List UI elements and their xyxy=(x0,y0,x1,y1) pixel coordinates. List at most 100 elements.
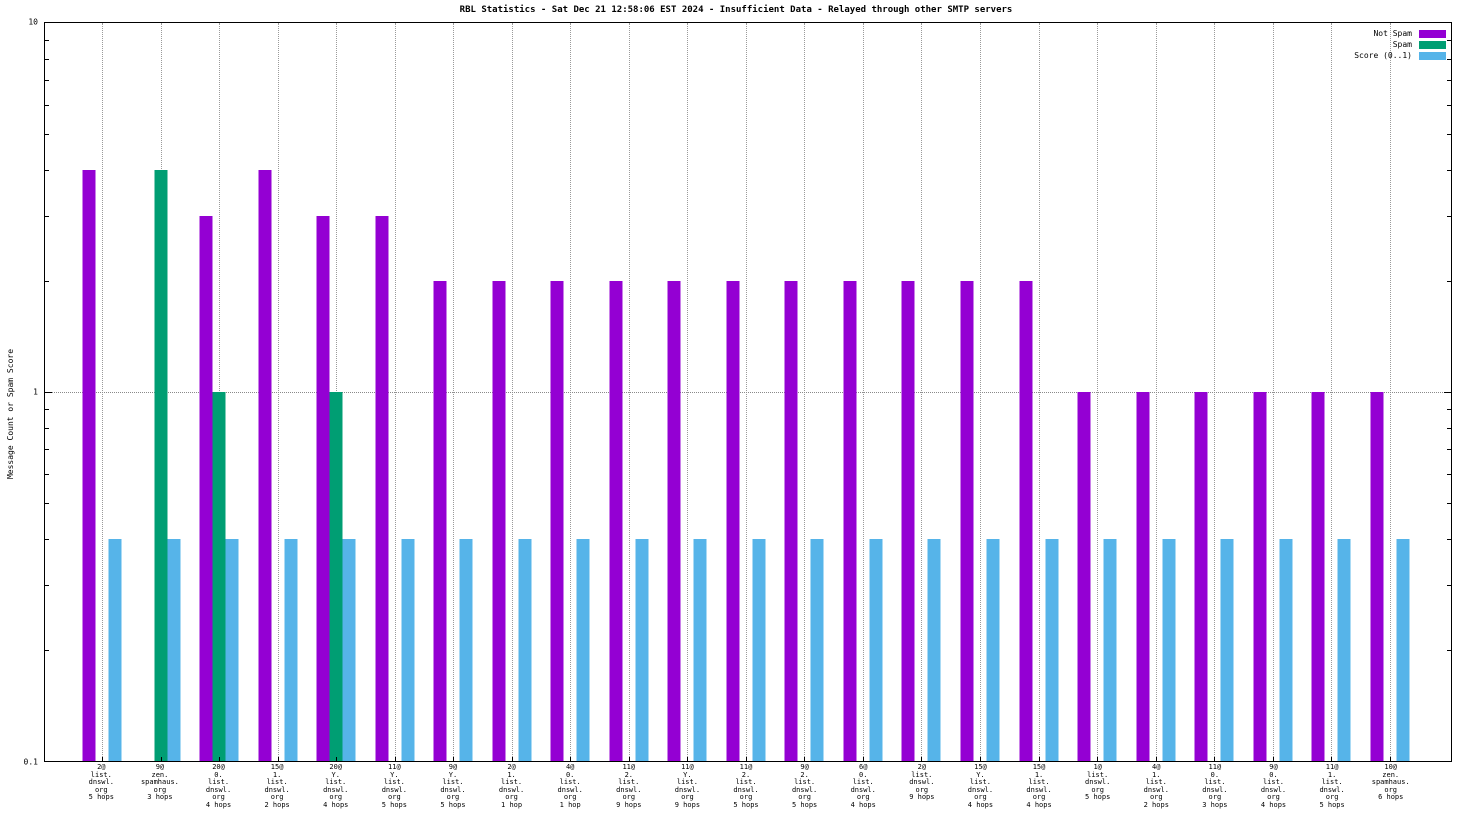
y-minor-tick xyxy=(1447,169,1451,171)
bar-slot xyxy=(1149,23,1162,761)
bar-cluster xyxy=(1019,23,1058,761)
bar-slot xyxy=(1103,23,1117,761)
y-minor-tick xyxy=(45,449,49,451)
category-group xyxy=(73,23,132,761)
bar-slot xyxy=(1032,23,1045,761)
bar-score-0-1 xyxy=(459,538,473,761)
bar-slot xyxy=(843,23,857,761)
bar-not-spam xyxy=(375,215,389,761)
bar-cluster xyxy=(784,23,824,761)
x-tick-mark xyxy=(687,757,689,761)
category-group xyxy=(658,23,717,761)
x-tick-mark xyxy=(745,757,747,761)
bar-slot xyxy=(1194,23,1208,761)
bar-cluster xyxy=(1194,23,1234,761)
y-minor-tick xyxy=(1447,104,1451,106)
bar-slot xyxy=(667,23,681,761)
x-tick-mark xyxy=(1214,757,1216,761)
bar-slot xyxy=(681,23,694,761)
x-tick-label: 20@ 0. list. dnswl. org 4 hops xyxy=(205,763,232,809)
bar-slot xyxy=(1019,23,1032,761)
bar-slot xyxy=(199,23,213,761)
bar-cluster xyxy=(550,23,590,761)
bar-cluster xyxy=(82,23,122,761)
bar-cluster xyxy=(199,23,239,761)
bar-cluster xyxy=(901,23,941,761)
bar-spam xyxy=(212,392,226,761)
bar-score-0-1 xyxy=(1337,538,1351,761)
y-minor-tick xyxy=(1447,503,1451,505)
bar-cluster xyxy=(1253,23,1293,761)
bar-slot xyxy=(342,23,356,761)
bar-slot xyxy=(1396,23,1410,761)
bar-score-0-1 xyxy=(986,538,1000,761)
legend-row: Not Spam xyxy=(1354,28,1446,39)
y-minor-tick xyxy=(45,538,49,540)
category-group xyxy=(483,23,542,761)
bar-slot xyxy=(784,23,798,761)
legend: Not Spam Spam Score (0..1) xyxy=(1354,28,1446,61)
category-group xyxy=(834,23,893,761)
x-tick-mark xyxy=(102,757,104,761)
legend-row: Score (0..1) xyxy=(1354,50,1446,61)
bar-slot xyxy=(329,23,343,761)
bar-slot xyxy=(284,23,298,761)
bar-score-0-1 xyxy=(284,538,298,761)
bar-not-spam xyxy=(1253,392,1267,761)
x-tick-label: 2@ 1. list. dnswl. org 1 hop xyxy=(498,763,525,809)
x-tick-mark xyxy=(1038,757,1040,761)
bar-slot xyxy=(433,23,447,761)
y-minor-tick xyxy=(1447,449,1451,451)
bar-slot xyxy=(693,23,707,761)
bar-cluster xyxy=(258,23,298,761)
category-group xyxy=(717,23,776,761)
category-group xyxy=(132,23,191,761)
legend-swatch xyxy=(1419,51,1446,60)
bar-score-0-1 xyxy=(810,538,824,761)
bar-slot xyxy=(82,23,96,761)
y-minor-tick xyxy=(45,39,49,41)
y-minor-tick xyxy=(1447,58,1451,60)
legend-label: Score (0..1) xyxy=(1354,51,1412,60)
bar-slot xyxy=(258,23,272,761)
x-tick-mark xyxy=(511,757,513,761)
bar-cluster xyxy=(843,23,883,761)
legend-label: Spam xyxy=(1392,40,1412,49)
bar-slot xyxy=(1325,23,1338,761)
bar-slot xyxy=(505,23,518,761)
y-tick-labels: 10 1 0.1 xyxy=(0,18,41,767)
bar-not-spam xyxy=(726,280,740,761)
y-tick-label: 0.1 xyxy=(23,757,38,767)
bar-score-0-1 xyxy=(1396,538,1410,761)
x-tick-label: 4@ 0. list. dnswl. org 1 hop xyxy=(557,763,583,809)
bar-score-0-1 xyxy=(108,538,122,761)
x-tick-mark xyxy=(570,757,572,761)
bar-slot xyxy=(856,23,869,761)
x-tick-label: 9@ Y. list. dnswl. org 5 hops xyxy=(440,763,466,809)
bar-slot xyxy=(973,23,986,761)
x-tick-label: 11@ Y. list. dnswl. org 5 hops xyxy=(381,763,407,809)
bar-slot xyxy=(447,23,460,761)
bar-cluster xyxy=(375,23,415,761)
x-tick-mark xyxy=(921,757,923,761)
category-group xyxy=(1360,23,1419,761)
bar-spam xyxy=(329,392,343,761)
x-tick-mark xyxy=(628,757,630,761)
x-tick-label: 15@ Y. list. dnswl. org 4 hops xyxy=(967,763,994,809)
bar-score-0-1 xyxy=(1220,538,1234,761)
category-group xyxy=(600,23,659,761)
x-tick-label: 9@ 2. list. dnswl. org 5 hops xyxy=(791,763,818,809)
bar-not-spam xyxy=(1077,392,1091,761)
bar-not-spam xyxy=(258,169,272,761)
x-tick-label: 11@ Y. list. dnswl. org 9 hops xyxy=(674,763,701,809)
bar-slot xyxy=(316,23,330,761)
x-tick-mark xyxy=(1389,757,1391,761)
y-minor-tick xyxy=(45,104,49,106)
y-tick-label: 1 xyxy=(33,387,38,397)
y-tick-label: 10 xyxy=(28,17,38,27)
y-minor-tick xyxy=(45,649,49,651)
y-minor-tick xyxy=(45,134,49,136)
bar-slot xyxy=(271,23,284,761)
bar-score-0-1 xyxy=(167,538,181,761)
x-tick-label: 2@ list. dnswl. org 9 hops xyxy=(909,763,935,802)
